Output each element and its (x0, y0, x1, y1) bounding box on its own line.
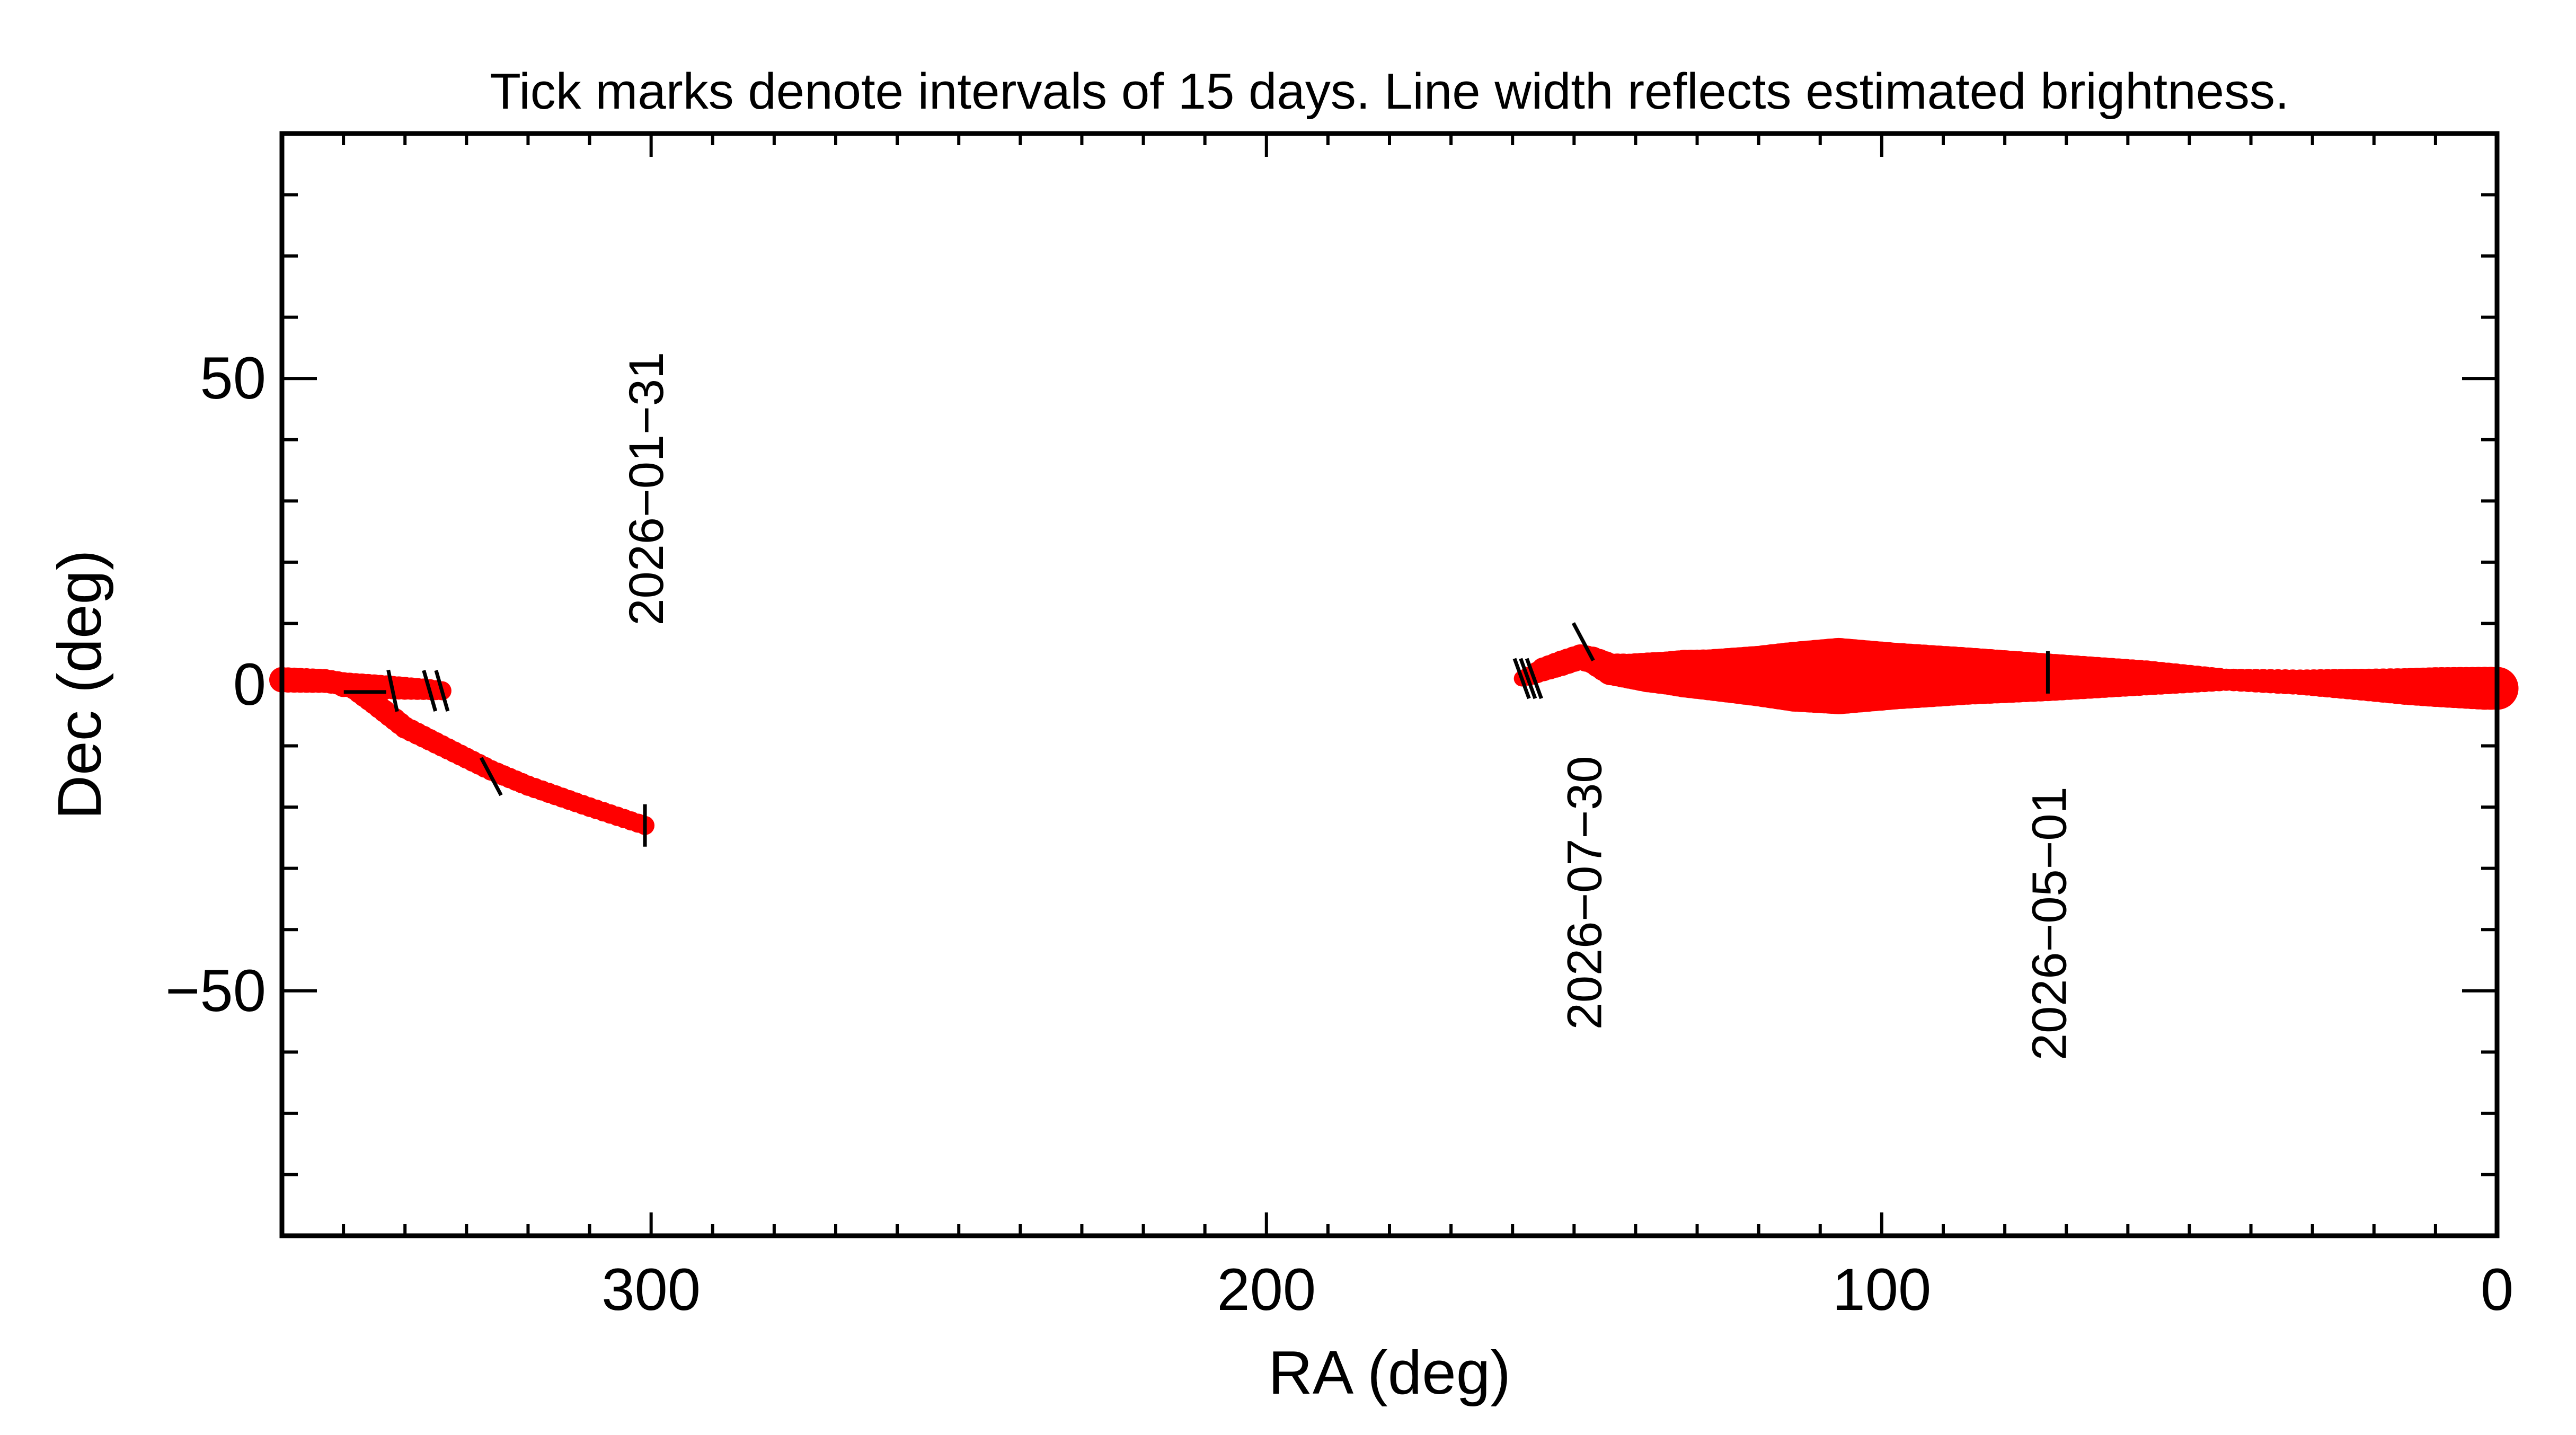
chart-title: Tick marks denote intervals of 15 days. … (490, 63, 2289, 120)
interval-tick (434, 670, 450, 712)
interval-tick (1525, 658, 1543, 699)
y-tick-label: 0 (233, 651, 266, 718)
x-axis-label: RA (deg) (1268, 1338, 1511, 1407)
x-tick-label: 100 (1832, 1256, 1931, 1323)
interval-tick (386, 669, 399, 712)
data-layer (269, 637, 2519, 835)
interval-tick (479, 757, 503, 796)
date-annotation: 2026−07−30 (1558, 756, 1612, 1030)
interval-tick (422, 670, 438, 712)
date-annotation: 2026−05−01 (2022, 786, 2076, 1060)
x-tick-label: 300 (601, 1256, 701, 1323)
interval-tick (1519, 658, 1537, 699)
plot-frame (279, 131, 2500, 1238)
date-annotation: 2026−01−31 (619, 352, 674, 626)
x-tick-label: 200 (1217, 1256, 1316, 1323)
interval-ticks-layer (343, 622, 2050, 847)
interval-tick (1512, 658, 1531, 699)
y-axis-label: Dec (deg) (45, 550, 114, 819)
y-tick-label: 50 (200, 345, 266, 411)
interval-tick (1571, 622, 1595, 662)
annotations-layer: 2026−01−31 2026−07−30 2026−05−01 (619, 352, 2076, 1060)
x-tick-label: 0 (2481, 1256, 2513, 1323)
y-tick-label: −50 (165, 958, 266, 1024)
axes-layer: 300 200 100 0 50 0 −50 (165, 132, 2513, 1323)
